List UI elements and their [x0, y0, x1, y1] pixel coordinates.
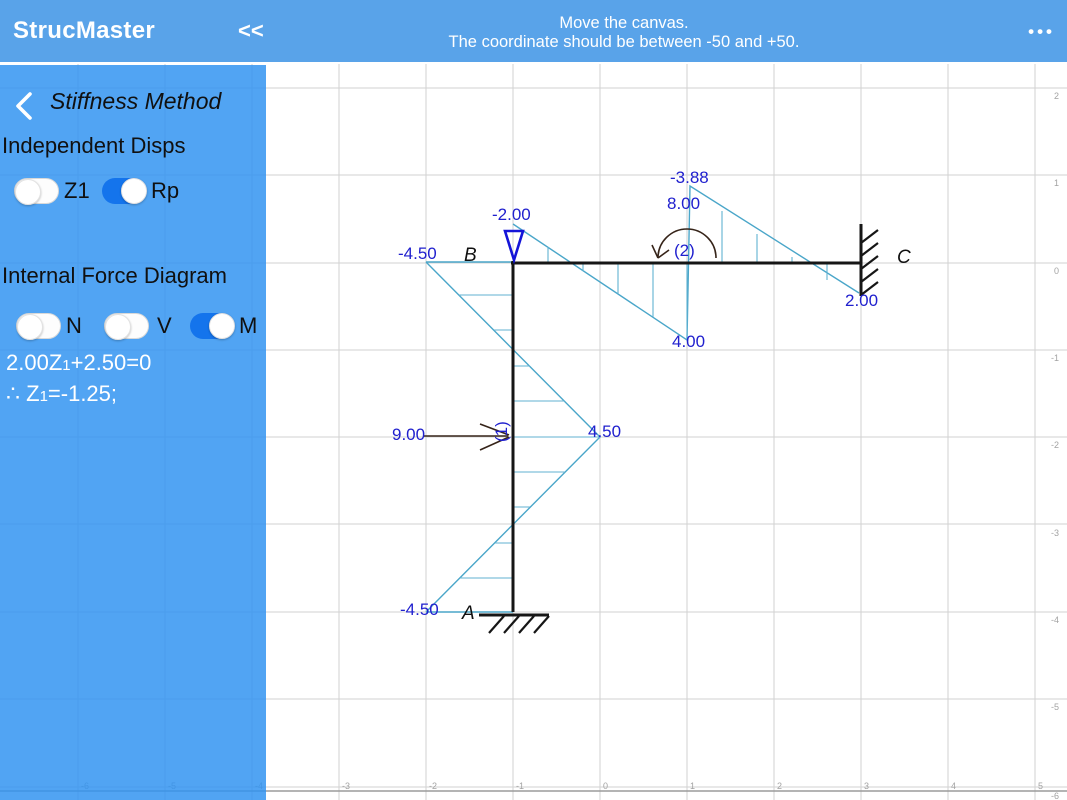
toggle-z1-label: Z1 — [64, 178, 90, 203]
support-hatch — [518, 615, 535, 634]
toggle-n[interactable] — [16, 313, 61, 340]
toggle-rp[interactable] — [102, 178, 147, 204]
moment-value-label: -2.00 — [492, 205, 531, 224]
eq-sub: 1 — [62, 357, 71, 374]
grid — [0, 64, 1067, 800]
y-tick-label: -2 — [1051, 440, 1059, 450]
added-constraint-marker — [503, 229, 525, 265]
x-tick-label: -2 — [429, 781, 437, 791]
toggle-n-label: N — [66, 313, 82, 338]
toggle-v-label: V — [157, 313, 172, 338]
support-hatch — [860, 255, 879, 270]
eq-post: =-1.25; — [47, 381, 118, 406]
support-hatch — [860, 242, 879, 257]
support-hatch — [533, 615, 550, 634]
disp-toggle-row: Z1 Rp — [0, 177, 266, 205]
support-hatch — [860, 268, 879, 283]
section-internal-force: Internal Force Diagram — [2, 263, 227, 288]
moment-value-label: -3.88 — [670, 168, 709, 187]
toggle-rp-label: Rp — [151, 178, 180, 203]
y-tick-label: 2 — [1054, 91, 1059, 101]
moment-arc-arrowhead — [651, 244, 659, 259]
load-id-label: (2) — [674, 241, 695, 260]
top-bar: StrucMaster << Move the canvas. The coor… — [0, 0, 1067, 62]
x-tick-label: 3 — [864, 781, 869, 791]
toggle-knob — [105, 314, 131, 340]
x-tick-label: 5 — [1038, 781, 1043, 791]
load-value-label: 9.00 — [392, 425, 425, 444]
x-tick-label: 1 — [690, 781, 695, 791]
x-tick-label: 4 — [951, 781, 956, 791]
section-independent-disps: Independent Disps — [2, 133, 186, 158]
hint-line-2: The coordinate should be between -50 and… — [448, 33, 800, 51]
support-hatch — [860, 281, 879, 296]
eq-pre: ∴ Z — [6, 381, 40, 406]
moment-value-label: -4.50 — [400, 600, 439, 619]
load-annotations — [424, 228, 717, 451]
eq-pre: 2.00Z — [6, 350, 63, 375]
y-tick-label: -1 — [1051, 353, 1059, 363]
toggle-m-label: M — [239, 313, 258, 338]
moment-arc-arrowhead — [657, 249, 670, 259]
stiffness-equation: 2.00Z1+2.50=0 — [6, 350, 151, 376]
toggle-v[interactable] — [104, 313, 149, 340]
moment-value-label: 4.00 — [672, 332, 705, 351]
y-tick-label: -6 — [1051, 791, 1059, 800]
back-nav[interactable]: Stiffness Method — [0, 88, 266, 120]
y-tick-label: -3 — [1051, 528, 1059, 538]
moment-value-label: 4.50 — [588, 422, 621, 441]
node-label: B — [464, 245, 477, 266]
stiffness-solution: ∴ Z1=-1.25; — [6, 381, 117, 407]
moment-value-label: 2.00 — [845, 291, 878, 310]
node-label: A — [461, 603, 475, 624]
moment-diagram — [425, 184, 860, 613]
y-tick-label: 1 — [1054, 178, 1059, 188]
toggle-knob — [17, 314, 43, 340]
force-toggle-row: N V M — [0, 312, 266, 340]
toggle-z1[interactable] — [14, 178, 59, 205]
canvas-hint-message: Move the canvas. The coordinate should b… — [354, 14, 894, 52]
method-title: Stiffness Method — [50, 88, 222, 114]
load-arrow — [479, 423, 510, 436]
app-title: StrucMaster — [13, 17, 156, 44]
sidebar: Stiffness Method Independent Disps Z1 Rp… — [0, 65, 266, 800]
x-tick-label: -3 — [342, 781, 350, 791]
toggle-m[interactable] — [190, 313, 235, 339]
load-id-label: (1) — [492, 421, 511, 442]
chevron-left-icon — [16, 92, 32, 120]
collapse-sidebar-button[interactable]: << — [238, 18, 264, 43]
y-tick-label: -4 — [1051, 615, 1059, 625]
y-tick-label: 0 — [1054, 266, 1059, 276]
ellipsis-icon[interactable]: ••• — [1028, 22, 1055, 41]
diagram-value-labels: -4.50 -2.00 -3.88 4.00 2.00 4.50 -4.50 B C A 9.00 (… — [392, 168, 911, 624]
moment-value-label: -4.50 — [398, 244, 437, 263]
toggle-knob — [209, 313, 235, 339]
load-value-label: 8.00 — [667, 194, 700, 213]
moment-arc — [657, 228, 717, 259]
toggle-knob — [15, 179, 41, 205]
eq-post: +2.50=0 — [70, 350, 152, 375]
toggle-knob — [121, 178, 147, 204]
eq-sub: 1 — [39, 388, 48, 405]
support-hatch — [860, 229, 879, 244]
x-tick-label: -1 — [516, 781, 524, 791]
node-label: C — [897, 247, 911, 268]
support-hatch — [488, 615, 505, 634]
y-tick-label: -5 — [1051, 702, 1059, 712]
x-tick-label: 0 — [603, 781, 608, 791]
hint-line-1: Move the canvas. — [559, 14, 689, 32]
x-tick-label: 2 — [777, 781, 782, 791]
support-hatch — [503, 615, 520, 634]
load-arrow — [479, 436, 510, 451]
frame-members — [479, 224, 879, 634]
